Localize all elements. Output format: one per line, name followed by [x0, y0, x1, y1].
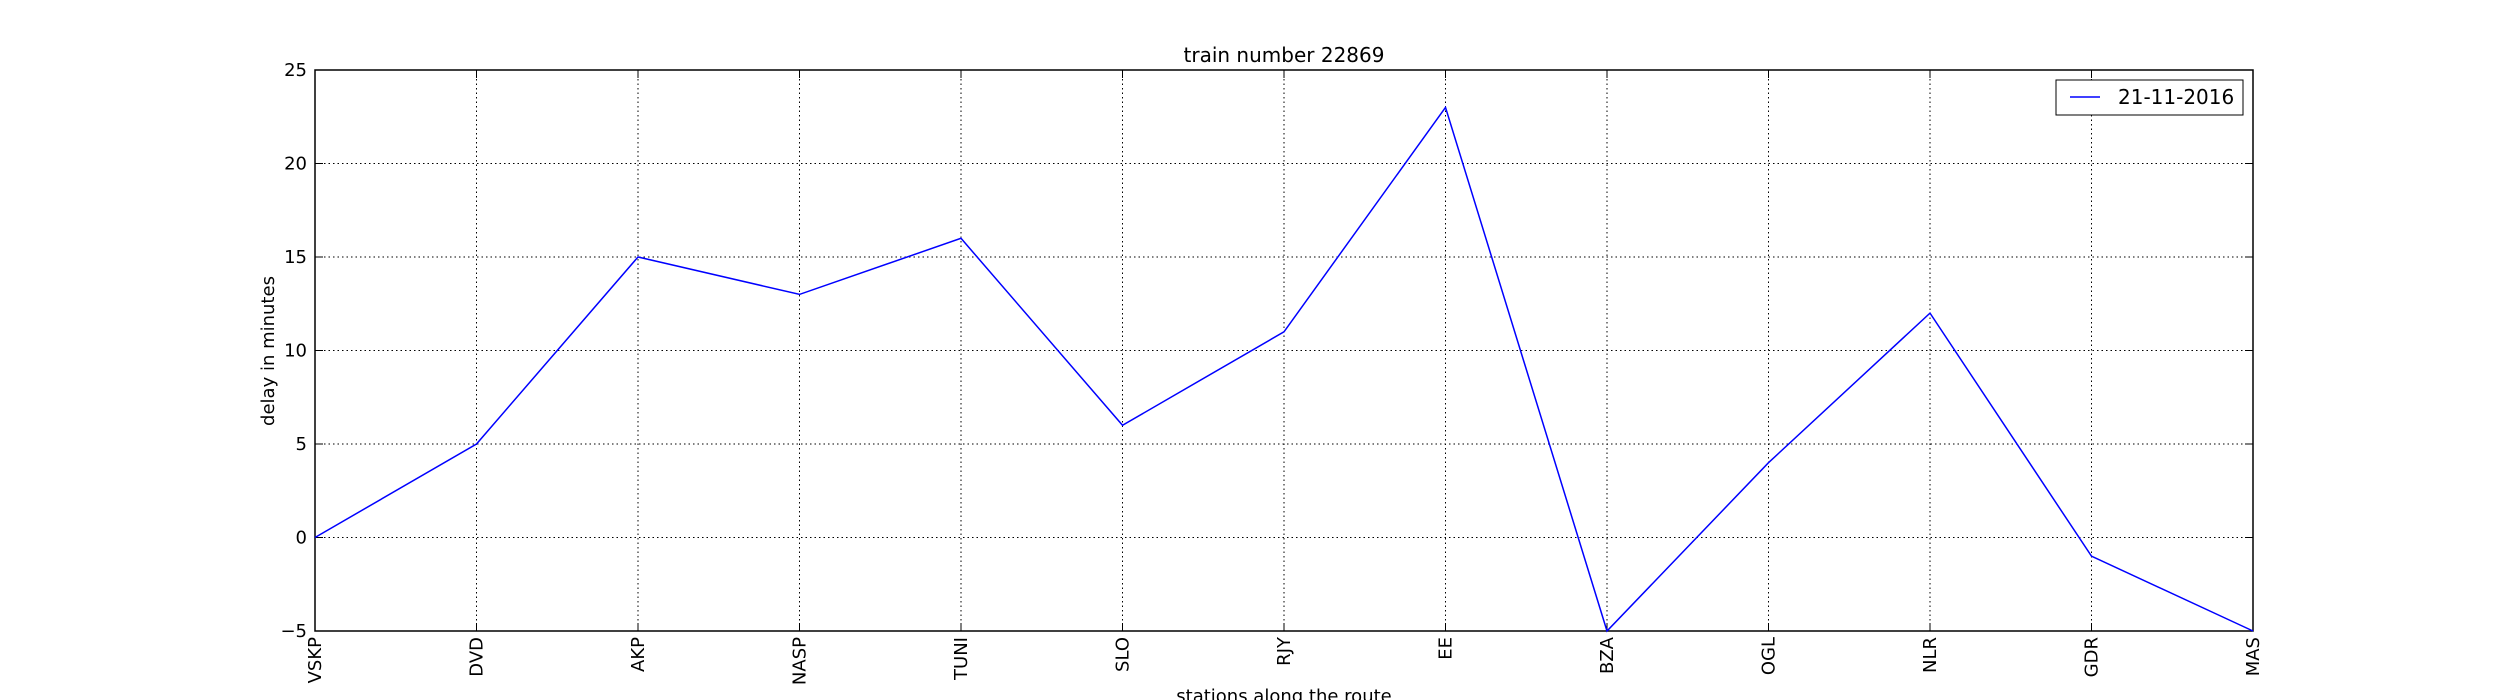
x-tick-label: RJY	[1274, 636, 1295, 666]
y-tick-label: −5	[280, 621, 307, 642]
y-tick-label: 25	[284, 60, 307, 81]
x-tick-label: SLO	[1113, 637, 1134, 672]
x-tick-label: EE	[1436, 637, 1457, 660]
x-tick-label: NASP	[790, 637, 811, 685]
x-tick-label: GDR	[2082, 637, 2103, 677]
x-axis-label: stations along the route	[1176, 686, 1391, 700]
y-tick-label: 20	[284, 154, 307, 175]
y-tick-label: 10	[284, 341, 307, 362]
y-axis-label: delay in minutes	[258, 276, 279, 426]
x-tick-label: TUNI	[951, 637, 972, 681]
legend: 21-11-2016	[2055, 79, 2244, 116]
y-tick-label: 5	[296, 434, 307, 455]
x-tick-label: MAS	[2243, 637, 2264, 676]
x-tick-label: VSKP	[305, 637, 326, 684]
x-axis: VSKP DVD AKP NASP TUNI SLO RJY EE BZA OGL NLR GDR MA…	[305, 70, 2264, 685]
x-tick-label: OGL	[1759, 637, 1780, 675]
x-tick-label: AKP	[628, 637, 649, 672]
x-tick-label: NLR	[1920, 637, 1941, 673]
x-tick-label: DVD	[467, 637, 488, 677]
y-tick-label: 0	[296, 528, 307, 549]
x-tick-label: BZA	[1597, 636, 1618, 674]
grid	[315, 70, 2253, 631]
chart-title: train number 22869	[1184, 43, 1385, 67]
legend-label: 21-11-2016	[2118, 85, 2234, 109]
y-axis: −5 0 5 10 15 20 25	[280, 60, 2253, 642]
y-tick-label: 15	[284, 247, 307, 268]
series-line	[314, 105, 2254, 633]
series-layer	[314, 105, 2254, 633]
